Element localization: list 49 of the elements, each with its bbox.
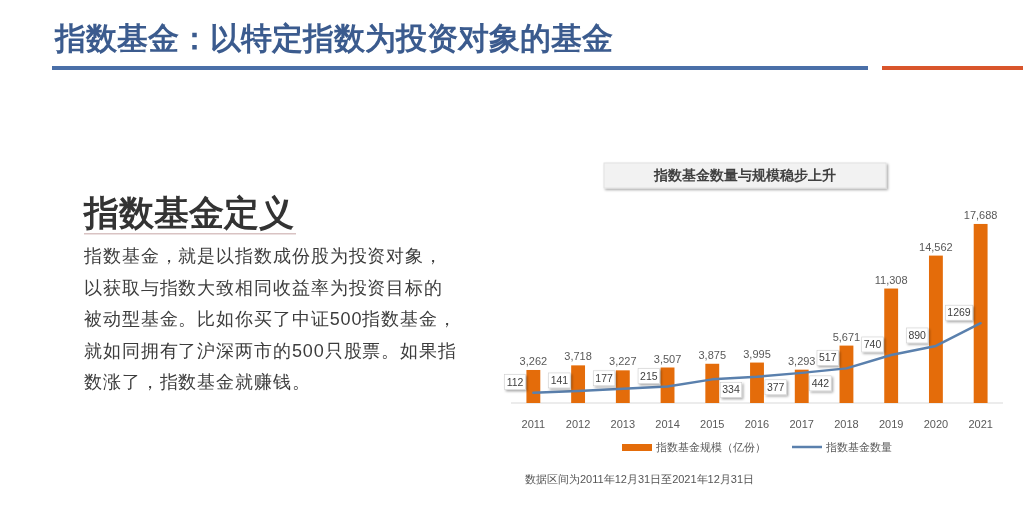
data-label: 141 xyxy=(550,373,569,386)
data-label: 377 xyxy=(766,380,785,393)
bar xyxy=(705,363,720,403)
data-label: 3,293 xyxy=(787,354,816,367)
bar xyxy=(928,255,943,403)
data-label: 215 xyxy=(640,369,658,382)
x-tick-label: 2014 xyxy=(655,418,680,430)
text: 数据区间为2011年12月31日至2021年12月31日 xyxy=(525,473,755,485)
data-label: 3,507 xyxy=(653,352,682,365)
data-label: 517 xyxy=(818,351,837,364)
data-label: 3,718 xyxy=(564,350,592,363)
legend-label: 指数基金数量 xyxy=(825,441,892,453)
x-tick-label: 2015 xyxy=(700,418,725,430)
data-label: 17,688 xyxy=(963,208,998,221)
x-tick-label: 2016 xyxy=(744,418,770,430)
data-label: 112 xyxy=(506,375,524,388)
data-label: 890 xyxy=(908,328,927,341)
data-label: 442 xyxy=(811,376,830,389)
x-tick-label: 2017 xyxy=(789,418,814,430)
text: 指数基金定义 xyxy=(82,193,294,232)
legend-label: 指数基金规模（亿份） xyxy=(655,441,766,453)
bar xyxy=(750,362,764,403)
bar xyxy=(973,223,988,403)
x-tick-label: 2020 xyxy=(923,418,949,430)
data-label: 11,308 xyxy=(874,273,908,286)
data-label: 3,875 xyxy=(698,348,727,361)
bar xyxy=(615,370,630,403)
data-label: 5,671 xyxy=(832,330,861,343)
data-label: 1269 xyxy=(947,306,971,319)
x-tick-label: 2018 xyxy=(834,418,859,430)
text: 指数基金，就是以指数成份股为投资对象，以获取与指数大致相同收益率为投资目标的被动型基金。比如你买了中证500指数基金，就如同拥有了沪深两市的500只股票。如果指数涨了，指数基金就赚钱。 xyxy=(84,245,458,394)
x-tick-label: 2019 xyxy=(878,418,904,430)
x-tick-label: 2013 xyxy=(610,418,636,430)
bar xyxy=(526,369,541,403)
data-label: 3,227 xyxy=(609,355,637,368)
data-label: 334 xyxy=(722,383,740,396)
data-label: 14,562 xyxy=(919,240,953,253)
data-label: 177 xyxy=(595,371,614,384)
bar xyxy=(794,369,809,403)
x-tick-label: 2012 xyxy=(565,418,591,430)
bar xyxy=(884,288,899,403)
x-tick-label: 2021 xyxy=(968,418,993,430)
chart-subtitle: 指数基金数量与规模稳步上升 xyxy=(653,167,836,183)
x-tick-label: 2011 xyxy=(521,418,546,430)
data-label: 3,995 xyxy=(743,347,771,360)
data-label: 740 xyxy=(863,337,882,350)
data-label: 3,262 xyxy=(519,354,548,367)
bar xyxy=(571,365,586,403)
chart-title: 指数基金：以特定指数为投资对象的基金 xyxy=(54,21,613,56)
